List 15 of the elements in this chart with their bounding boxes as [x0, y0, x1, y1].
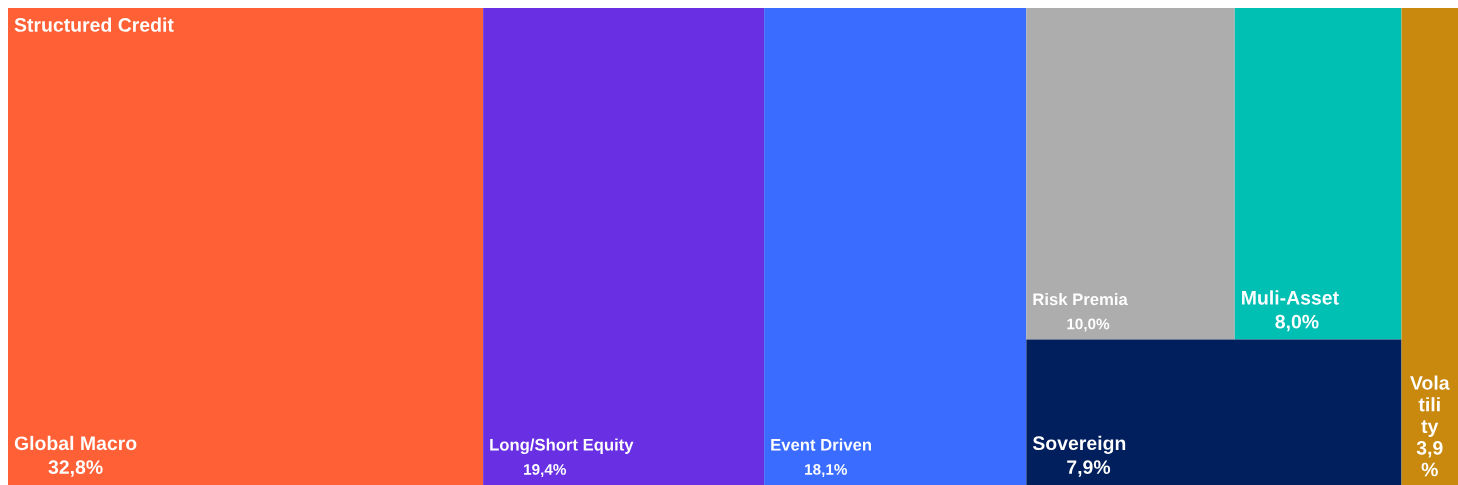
- data-label: 18,1%: [805, 464, 848, 478]
- data-label: 19,4%: [524, 464, 567, 478]
- category-label: Long/Short Equity: [490, 438, 634, 454]
- category-label: Global Macro: [14, 435, 137, 451]
- data-label: 7,9%: [1067, 460, 1111, 477]
- category-label: Sovereign: [1032, 435, 1126, 454]
- data-label: 3,9%: [1416, 440, 1443, 477]
- category-label: Event Driven: [771, 438, 871, 451]
- category-label: Risk Premia: [1033, 292, 1128, 306]
- category-label: Volatility: [1410, 375, 1450, 437]
- data-label: 8,0%: [1275, 314, 1319, 332]
- text: Structured Credit: [14, 17, 174, 32]
- data-label: 10,0%: [1067, 318, 1110, 332]
- data-label: 32,8%: [48, 460, 103, 477]
- category-label: Muli-Asset: [1242, 290, 1339, 305]
